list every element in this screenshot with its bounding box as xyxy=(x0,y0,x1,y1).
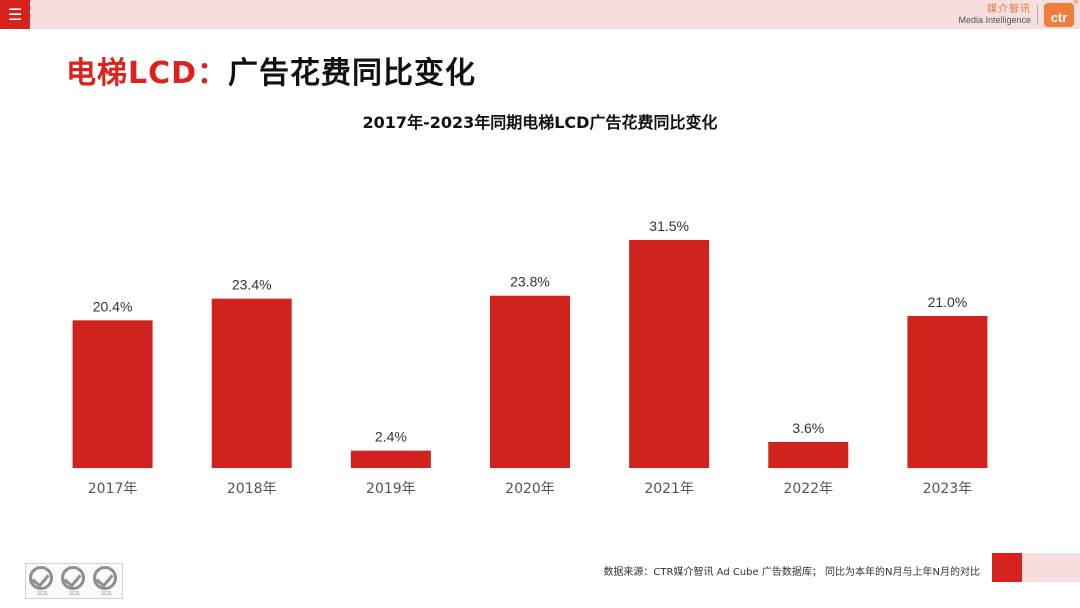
sgs-label: SGS xyxy=(100,591,112,597)
data-label: 23.4% xyxy=(232,277,272,293)
ctr-logo: ctr ® xyxy=(1044,0,1078,27)
ctr-logo-text: ctr xyxy=(1050,10,1068,25)
sgs-label: SGS xyxy=(36,591,48,597)
brand-divider xyxy=(1037,5,1038,25)
x-tick-label: 2017年 xyxy=(88,481,138,497)
bar-2019年 xyxy=(350,450,431,468)
ctr-brand: 媒介智讯 Media Intelligence ctr ® xyxy=(958,0,1078,27)
sgs-certification-icon: SGS xyxy=(91,565,121,597)
x-tick-label: 2023年 xyxy=(923,481,973,497)
footer-accent-strip xyxy=(1022,553,1080,582)
brand-name-cn: 媒介智讯 xyxy=(987,4,1031,16)
x-tick-label: 2022年 xyxy=(783,481,833,497)
top-bar xyxy=(0,0,1080,29)
data-source-note: 数据来源：CTR媒介智讯 Ad Cube 广告数据库； 同比为本年的N月与上年N… xyxy=(603,567,980,578)
data-label: 21.0% xyxy=(928,294,968,310)
sgs-label: SGS xyxy=(68,591,80,597)
page-title-rest: 广告花费同比变化 xyxy=(228,56,477,91)
data-label: 20.4% xyxy=(93,298,133,314)
page-title: 电梯LCD：广告花费同比变化 xyxy=(66,48,476,92)
page-title-highlight: 电梯LCD： xyxy=(66,56,229,91)
data-label: 2.4% xyxy=(375,429,407,445)
data-label: 31.5% xyxy=(649,218,689,234)
data-label: 3.6% xyxy=(792,420,824,436)
data-label: 23.8% xyxy=(510,274,550,290)
registered-mark: ® xyxy=(1073,0,1078,6)
footer-accent-block xyxy=(992,553,1022,582)
bar-2017年 xyxy=(72,320,153,468)
bar-2018年 xyxy=(211,298,292,468)
x-tick-label: 2019年 xyxy=(366,481,416,497)
brand-text: 媒介智讯 Media Intelligence xyxy=(958,5,1031,25)
bar-chart: 20.4% 2017年 23.4% 2018年 2.4% 2019年 23.8% 2020年 3… xyxy=(72,218,988,497)
sgs-certification-icon: SGS xyxy=(27,565,57,597)
bar-2023年 xyxy=(907,316,988,468)
x-tick-label: 2018年 xyxy=(227,481,277,497)
hamburger-menu-icon[interactable]: ☰ xyxy=(0,0,30,29)
sgs-certification-badges: SGS SGS SGS xyxy=(25,563,123,599)
x-tick-label: 2020年 xyxy=(505,481,555,497)
bar-2022年 xyxy=(768,441,849,468)
chart-title: 2017年-2023年同期电梯LCD广告花费同比变化 xyxy=(362,113,718,132)
bar-2021年 xyxy=(629,240,710,468)
bar-2020年 xyxy=(490,295,570,468)
brand-name-en: Media Intelligence xyxy=(958,14,1031,25)
x-tick-label: 2021年 xyxy=(644,481,694,497)
sgs-certification-icon: SGS xyxy=(59,565,89,597)
